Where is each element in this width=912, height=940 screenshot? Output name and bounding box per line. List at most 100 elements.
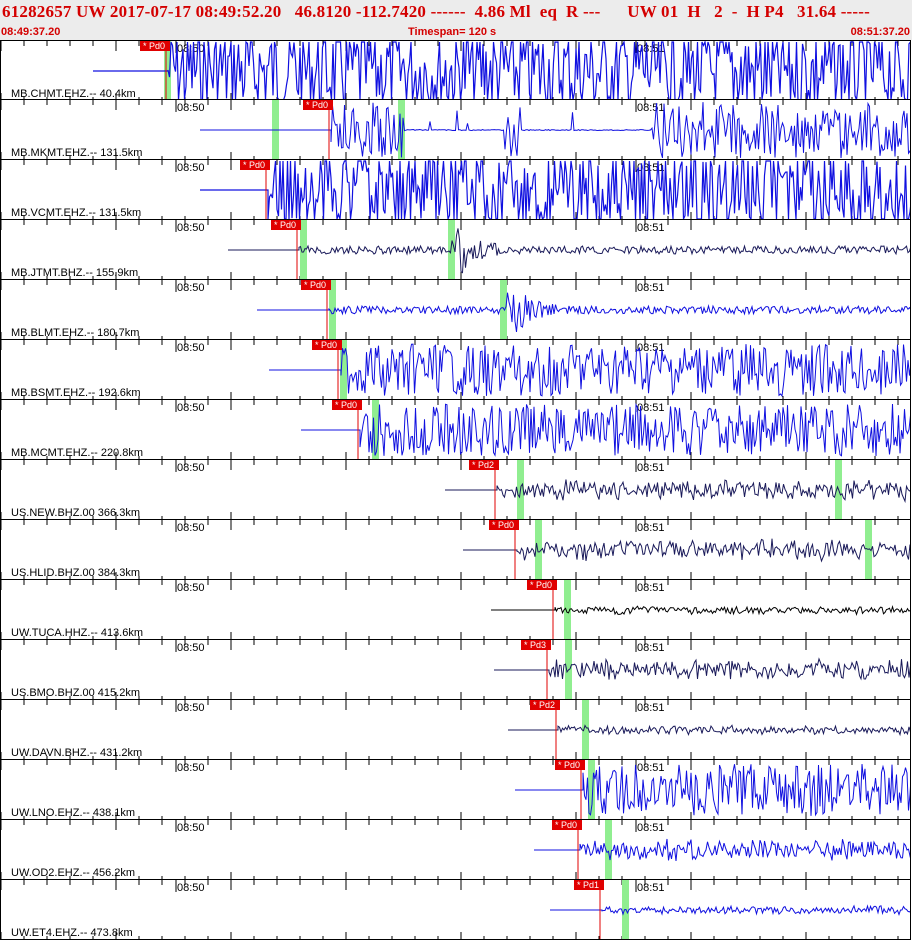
pick-label: * Pd2: [472, 460, 494, 470]
trace-row[interactable]: 08:50 08:51 * Pd1 UW.ET4.EHZ.-- 473.8km: [0, 880, 911, 940]
trace-row[interactable]: 08:50 08:51 * Pd0 MB.CHMT.EHZ.-- 40.4km: [0, 40, 911, 100]
waveform: [491, 605, 910, 616]
seismogram-trace: 08:50 08:51* Pd0: [1, 400, 910, 459]
pick-label: * Pd0: [304, 280, 326, 290]
trace-row[interactable]: 08:50 08:51 * Pd0 MB.MKMT.EHZ.-- 131.5km: [0, 100, 911, 160]
phase-marker: [300, 220, 307, 279]
pick-label: * Pd0: [530, 580, 552, 590]
time-label-0850: 08:50: [177, 162, 205, 174]
time-label-0851: 08:51: [637, 762, 665, 774]
waveform: [445, 479, 910, 504]
station-label: MB.MCMT.EHZ.-- 220.8km: [11, 447, 144, 459]
time-label-0851: 08:51: [637, 702, 665, 714]
window-end-time: 08:51:37.20: [850, 26, 910, 38]
pick-flag: [301, 280, 331, 290]
trace-row[interactable]: 08:50 08:51 * Pd0 MB.VCMT.EHZ.-- 131.5km: [0, 160, 911, 220]
trace-row[interactable]: 08:50 08:51 * Pd0 UW.OD2.EHZ.-- 456.2km: [0, 820, 911, 880]
phase-marker: [448, 220, 455, 279]
station-label: MB.VCMT.EHZ.-- 131.5km: [11, 207, 142, 219]
seismogram-panel[interactable]: 08:50 08:51 * Pd0 MB.CHMT.EHZ.-- 40.4km 08:5…: [0, 40, 912, 940]
time-label-0850: 08:50: [177, 642, 205, 654]
seismogram-trace: 08:50 08:51* Pd0: [1, 520, 910, 579]
time-label-0850: 08:50: [177, 102, 205, 114]
station-label: US.HLID.BHZ.00 384.3km: [11, 567, 140, 579]
time-label-0851: 08:51: [637, 282, 665, 294]
time-label-0851: 08:51: [637, 822, 665, 834]
pick-flag: [312, 340, 342, 350]
pick-label: * Pd0: [274, 220, 296, 230]
station-label: UW.TUCA.HHZ.-- 413.6km: [11, 627, 144, 639]
station-label: MB.BSMT.EHZ.-- 192.6km: [11, 387, 141, 399]
pick-flag: [332, 400, 362, 410]
time-label-0850: 08:50: [177, 582, 205, 594]
trace-row[interactable]: 08:50 08:51 * Pd0 UW.LNO.EHZ.-- 438.1km: [0, 760, 911, 820]
trace-row[interactable]: 08:50 08:51 * Pd0 MB.BSMT.EHZ.-- 192.6km: [0, 340, 911, 400]
waveform: [200, 160, 910, 219]
timespan-label: Timespan= 120 s: [408, 26, 497, 38]
trace-row[interactable]: 08:50 08:51 * Pd0 MB.BLMT.EHZ.-- 180.7km: [0, 280, 911, 340]
trace-row[interactable]: 08:50 08:51 * Pd2 UW.DAVN.BHZ.-- 431.2km: [0, 700, 911, 760]
phase-marker: [564, 580, 571, 639]
time-label-0850: 08:50: [177, 522, 205, 534]
seismogram-trace: 08:50 08:51* Pd0: [1, 340, 910, 399]
time-label-0851: 08:51: [637, 222, 665, 234]
station-label: UW.ET4.EHZ.-- 473.8km: [11, 927, 133, 939]
pick-label: * Pd0: [492, 520, 514, 530]
pick-flag: [527, 580, 557, 590]
time-label-0850: 08:50: [177, 702, 205, 714]
waveform: [301, 402, 910, 457]
event-summary: 61282657 UW 2017-07-17 08:49:52.20 46.81…: [2, 2, 870, 21]
time-label-0850: 08:50: [177, 762, 205, 774]
trace-row[interactable]: 08:50 08:51 * Pd0 MB.MCMT.EHZ.-- 220.8km: [0, 400, 911, 460]
station-label: US.NEW.BHZ.00 366.3km: [11, 507, 140, 519]
phase-marker: [535, 520, 542, 579]
pick-flag: [271, 220, 301, 230]
waveform: [463, 538, 910, 563]
seismogram-trace: 08:50 08:51 * Pd0: [1, 580, 910, 639]
seismogram-trace: 08:50 08:51 * Pd2: [1, 460, 910, 519]
trace-row[interactable]: 08:50 08:51 * Pd0 US.HLID.BHZ.00 384.3km: [0, 520, 911, 580]
waveform: [257, 292, 910, 332]
trace-row[interactable]: 08:50 08:51 * Pd2 US.NEW.BHZ.00 366.3km: [0, 460, 911, 520]
seismogram-trace: 08:50 08:51 * Pd1: [1, 880, 910, 939]
pick-label: * Pd2: [533, 700, 555, 710]
time-label-0850: 08:50: [177, 462, 205, 474]
seismogram-trace: 08:50 08:51 * Pd0: [1, 100, 910, 159]
pick-label: * Pd3: [524, 640, 546, 650]
waveform: [515, 764, 910, 817]
pick-flag: [574, 880, 604, 890]
pick-label: * Pd0: [143, 41, 165, 51]
pick-flag: [489, 520, 519, 530]
phase-marker: [398, 100, 405, 159]
pick-label: * Pd0: [306, 100, 328, 110]
station-label: MB.MKMT.EHZ.-- 131.5km: [11, 147, 143, 159]
seismogram-trace: 08:50 08:51 * Pd2: [1, 700, 910, 759]
time-label-0851: 08:51: [637, 642, 665, 654]
trace-row[interactable]: 08:50 08:51 * Pd0 UW.TUCA.HHZ.-- 413.6km: [0, 580, 911, 640]
waveform: [534, 838, 910, 861]
pick-flag: [469, 460, 499, 470]
phase-marker: [340, 340, 347, 399]
time-label-0851: 08:51: [637, 102, 665, 114]
waveform: [494, 657, 910, 681]
phase-marker: [372, 400, 379, 459]
waveform: [269, 343, 910, 398]
waveform: [228, 228, 910, 274]
station-label: UW.OD2.EHZ.-- 456.2km: [11, 867, 136, 879]
pick-label: * Pd0: [243, 160, 265, 170]
seismogram-trace: 08:50 08:51 * Pd3: [1, 640, 910, 699]
trace-row[interactable]: 08:50 08:51 * Pd0 MB.JTMT.BHZ.-- 155.9km: [0, 220, 911, 280]
pick-flag: [140, 41, 170, 51]
pick-flag: [303, 100, 333, 110]
time-label-0851: 08:51: [637, 462, 665, 474]
seismogram-trace: 08:50 08:51* Pd0: [1, 820, 910, 879]
pick-flag: [552, 820, 582, 830]
seismogram-trace: 08:50 08:51* Pd0: [1, 280, 910, 339]
trace-row[interactable]: 08:50 08:51 * Pd3 US.BMO.BHZ.00 415.2km: [0, 640, 911, 700]
event-header: 61282657 UW 2017-07-17 08:49:52.20 46.81…: [0, 0, 912, 40]
station-label: UW.LNO.EHZ.-- 438.1km: [11, 807, 136, 819]
pick-label: * Pd1: [577, 880, 599, 890]
seismogram-trace: 08:50 08:51* Pd0: [1, 220, 910, 279]
time-label-0851: 08:51: [637, 582, 665, 594]
seismogram-trace: 08:50 08:51* Pd0: [1, 160, 910, 219]
